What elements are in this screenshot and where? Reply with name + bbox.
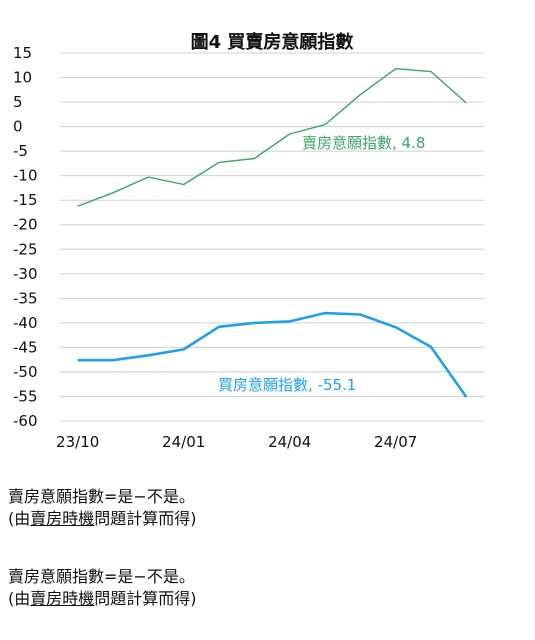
x-tick-label: 24/01 xyxy=(162,433,205,451)
note-2: 賣房意願指數=是−不是。 (由賣房時機問題計算而得) xyxy=(8,566,197,610)
y-tick-label: -15 xyxy=(13,191,38,209)
y-tick-label: -20 xyxy=(13,216,38,234)
y-tick-label: 15 xyxy=(13,44,32,62)
y-tick-label: -40 xyxy=(13,314,38,332)
y-tick-label: -5 xyxy=(13,142,28,160)
y-tick-label: 0 xyxy=(13,118,23,136)
x-tick-label: 24/07 xyxy=(374,433,417,451)
chart-title: 圖4 買賣房意願指數 xyxy=(191,31,354,53)
series-annotations: 賣房意願指數, 4.8 買房意願指數, -55.1 xyxy=(218,134,425,394)
y-tick-label: -55 xyxy=(13,387,38,405)
y-tick-label: -60 xyxy=(13,412,38,430)
line-chart: 圖4 買賣房意願指數 15 10 5 0 -5 -10 -15 -20 -25 -30 -35 -40… xyxy=(13,31,484,451)
note-1-underlined-term: 賣房時機 xyxy=(30,509,95,528)
chart-area: 圖4 買賣房意願指數 15 10 5 0 -5 -10 -15 -20 -25 -30 -35 -40… xyxy=(13,31,484,451)
note-1-formula: 賣房意願指數=是−不是。 xyxy=(8,487,195,506)
y-axis-ticks: 15 10 5 0 -5 -10 -15 -20 -25 -30 -35 -40 -45 -50 -55 -6… xyxy=(13,44,38,430)
note-1-source: (由賣房時機問題計算而得) xyxy=(8,509,197,528)
y-tick-label: -35 xyxy=(13,289,38,307)
series-line-1 xyxy=(77,67,467,207)
series-1-end-label: 賣房意願指數, 4.8 xyxy=(302,134,425,152)
x-axis-ticks: 23/10 24/01 24/04 24/07 xyxy=(56,433,417,451)
note-2-formula: 賣房意願指數=是−不是。 xyxy=(8,567,195,586)
note-1: 賣房意願指數=是−不是。 (由賣房時機問題計算而得) xyxy=(8,486,197,530)
y-tick-label: -25 xyxy=(13,240,38,258)
y-tick-label: -30 xyxy=(13,265,38,283)
x-tick-label: 24/04 xyxy=(268,433,311,451)
y-tick-label: -50 xyxy=(13,363,38,381)
gridlines xyxy=(60,52,484,422)
x-tick-label: 23/10 xyxy=(56,433,99,451)
series-lines xyxy=(77,67,468,398)
y-tick-label: -45 xyxy=(13,338,38,356)
y-tick-label: -10 xyxy=(13,167,38,185)
y-tick-label: 10 xyxy=(13,69,32,87)
note-2-source: (由賣房時機問題計算而得) xyxy=(8,589,197,608)
y-tick-label: 5 xyxy=(13,93,23,111)
series-line-2 xyxy=(77,311,468,398)
note-2-underlined-term: 賣房時機 xyxy=(30,589,95,608)
series-2-end-label: 買房意願指數, -55.1 xyxy=(218,376,356,394)
